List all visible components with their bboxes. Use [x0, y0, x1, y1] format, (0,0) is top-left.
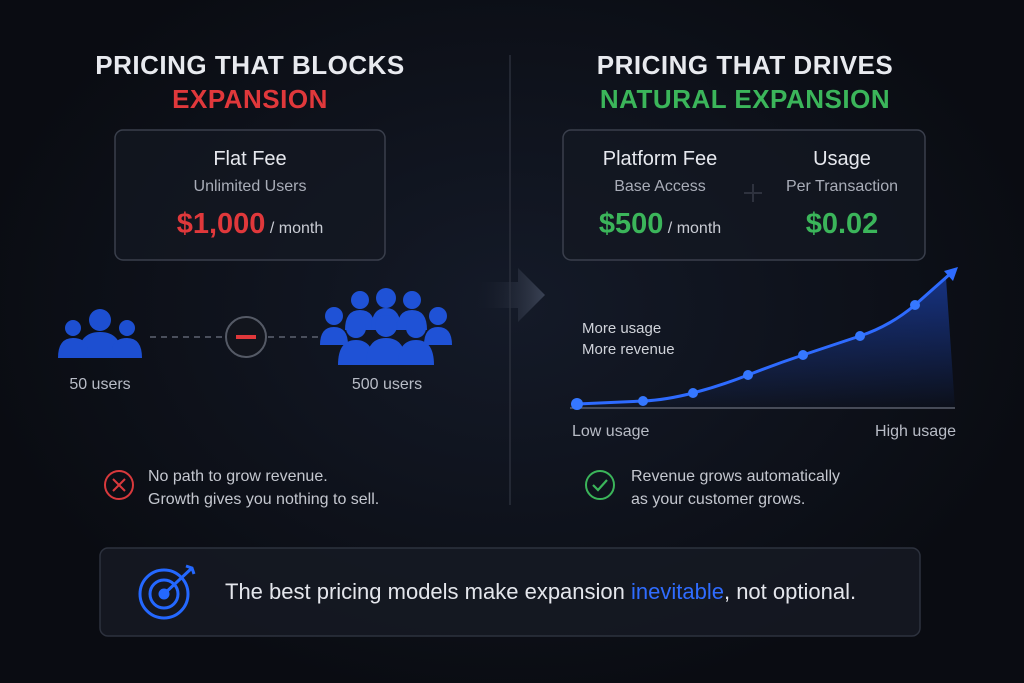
- users-large: 500 users: [351, 376, 423, 393]
- left-card: [114, 129, 386, 261]
- card-subtitle: Unlimited Users: [193, 178, 307, 195]
- price-unit: / month: [667, 220, 722, 237]
- price: $500: [598, 208, 664, 240]
- price-row: $1,000 / month: [115, 208, 385, 241]
- curve-arrow: [944, 267, 958, 281]
- users-small: 50 users: [69, 376, 131, 393]
- users-small-icon: [58, 309, 142, 358]
- check: [592, 479, 608, 492]
- annotation-line: More usage: [582, 320, 662, 337]
- card-subtitle: Per Transaction: [785, 178, 899, 195]
- x-low-label: Low usage: [572, 423, 650, 440]
- right-title-accent: NATURAL EXPANSION: [599, 84, 891, 114]
- curve-area: [577, 278, 955, 408]
- note-line: Growth gives you nothing to sell.: [148, 491, 380, 508]
- card-name: Usage: [813, 148, 871, 170]
- x: [112, 478, 126, 492]
- footer-highlight: inevitable: [631, 579, 724, 604]
- right-card: [562, 129, 926, 261]
- price: $1,000: [176, 208, 266, 240]
- price-row: $500 / month: [570, 208, 750, 241]
- price: $0.02: [805, 208, 879, 240]
- left-title-accent: EXPANSION: [172, 84, 328, 114]
- right-title: PRICING THAT DRIVES: [596, 50, 894, 80]
- card-subtitle: Base Access: [614, 178, 706, 195]
- footer-after: , not optional.: [723, 579, 857, 604]
- check-icon: [585, 470, 615, 500]
- left-note: No path to grow revenue. Growth gives yo…: [148, 465, 379, 511]
- note-line: No path to grow revenue.: [148, 468, 328, 485]
- note-line: Revenue grows automatically: [631, 468, 840, 485]
- chart-annotation: More usage More revenue: [582, 318, 675, 360]
- target-icon: [138, 564, 196, 620]
- note-line: as your customer grows.: [631, 491, 806, 508]
- arrow: [478, 268, 545, 322]
- curve-points: [571, 300, 920, 410]
- card-name: Platform Fee: [602, 148, 718, 170]
- left-title: PRICING THAT BLOCKS: [95, 50, 405, 80]
- users-large-icon: [320, 288, 452, 365]
- x-icon: [104, 470, 134, 500]
- annotation-line: More revenue: [582, 341, 675, 358]
- footer-before: The best pricing models make expansion: [225, 579, 625, 604]
- right-note: Revenue grows automatically as your cust…: [631, 465, 840, 511]
- x-high-label: High usage: [875, 423, 956, 440]
- card-name: Flat Fee: [213, 148, 287, 170]
- footer-box: [99, 547, 921, 637]
- footer-text: The best pricing models make expansion i…: [225, 579, 856, 605]
- price-unit: / month: [269, 220, 324, 237]
